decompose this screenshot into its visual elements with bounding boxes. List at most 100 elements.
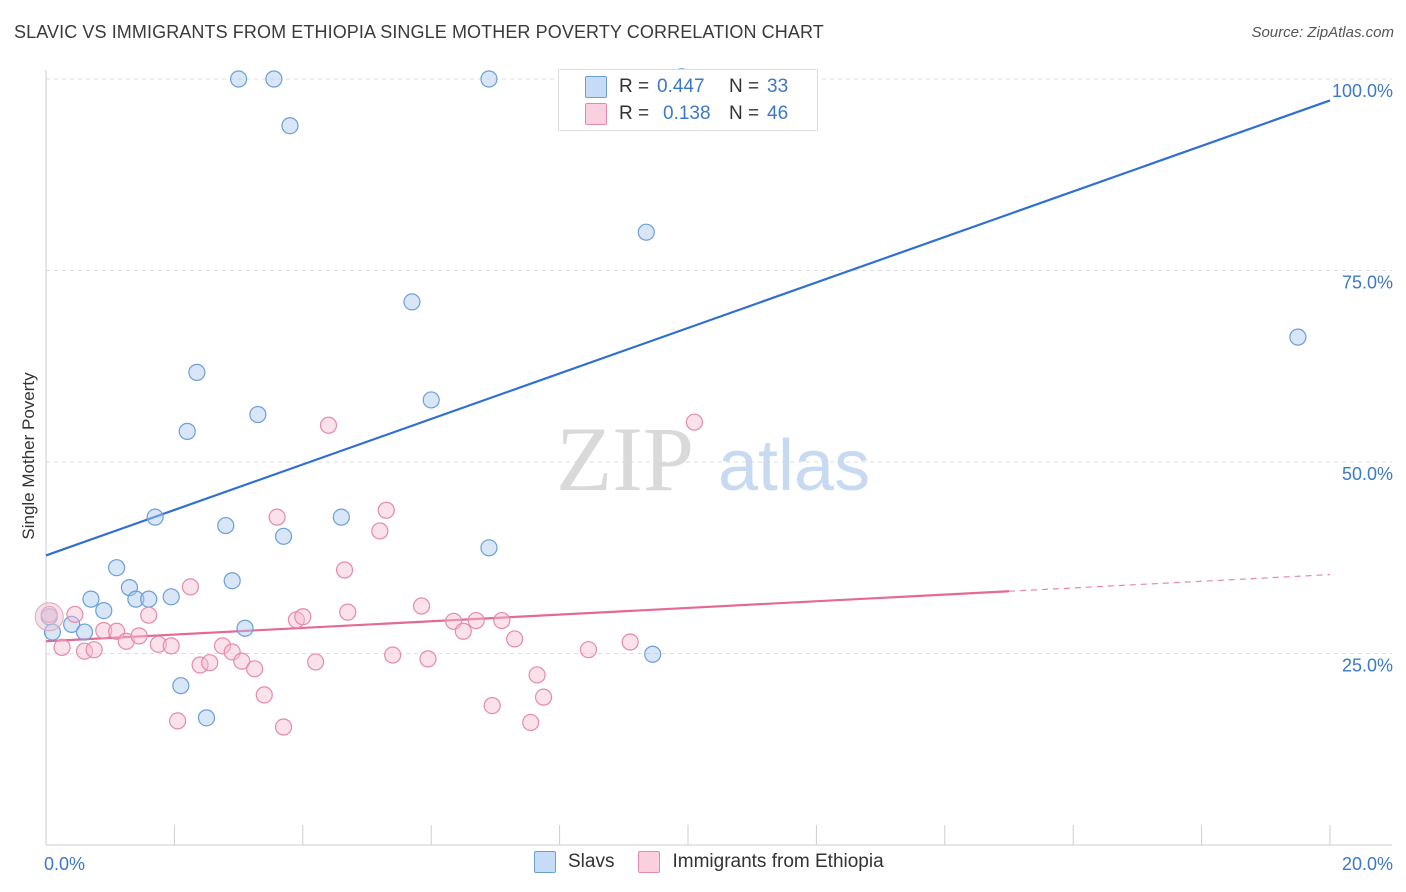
watermark-zip: ZIP	[556, 408, 694, 510]
slavs-point	[95, 602, 113, 620]
slavs-point	[644, 645, 662, 663]
slavs-point	[637, 223, 655, 241]
ethiopia-point	[255, 686, 273, 704]
stats-legend: R = 0.447 N = 33 R = 0.138 N = 46	[558, 69, 818, 131]
ethiopia-point	[412, 597, 431, 615]
data-points	[34, 68, 1307, 736]
bottom-legend-swatch-slavs	[534, 851, 556, 873]
ethiopia-point	[140, 606, 158, 624]
x-tick-label: 20.0%	[1342, 854, 1393, 874]
legend-r-value: 0.447	[657, 76, 705, 97]
slavs-point	[422, 391, 440, 409]
legend-row-slavs: R = 0.447 N = 33	[585, 74, 788, 100]
ethiopia-point	[377, 501, 395, 519]
ethiopia-point	[274, 718, 293, 736]
ethiopia-point	[85, 641, 103, 659]
slavs-point	[236, 619, 254, 637]
bottom-legend-slavs: Slavs	[534, 851, 614, 873]
ethiopia-point	[181, 578, 200, 596]
slavs-point	[162, 588, 180, 606]
ethiopia-point	[319, 416, 338, 434]
ethiopia-point	[66, 605, 84, 624]
ethiopia-point	[335, 561, 354, 579]
watermark-atlas: atlas	[718, 426, 870, 506]
slavs-point	[332, 508, 350, 526]
slavs-point	[127, 590, 145, 608]
legend-n-label: N =	[729, 76, 760, 97]
ethiopia-point	[419, 650, 437, 668]
y-tick-label: 75.0%	[1342, 273, 1393, 293]
bottom-legend-label-ethiopia: Immigrants from Ethiopia	[672, 851, 884, 872]
slavs-point	[480, 539, 498, 557]
legend-r-value: 0.138	[663, 103, 711, 124]
slavs-point	[281, 117, 299, 135]
slavs-point	[82, 590, 100, 608]
legend-row-ethiopia: R = 0.138 N = 46	[585, 101, 788, 127]
legend-n-label: N =	[729, 103, 760, 124]
ethiopia-point	[130, 627, 148, 645]
legend-r-label: R =	[619, 103, 650, 124]
ethiopia-point	[685, 413, 704, 431]
watermark: ZIP atlas	[556, 408, 870, 510]
gridlines	[46, 78, 1392, 654]
y-tick-label: 25.0%	[1342, 656, 1393, 676]
slavs-point	[140, 590, 158, 608]
ethiopia-point	[506, 630, 524, 648]
y-tick-label: 50.0%	[1342, 464, 1393, 484]
ethiopia-point	[233, 652, 251, 670]
ethiopia-point	[528, 666, 546, 684]
ethiopia-point	[483, 696, 501, 715]
ethiopia-point	[522, 713, 540, 732]
slavs-point	[217, 516, 235, 535]
slavs-point	[75, 623, 94, 641]
trend-lines	[45, 99, 1331, 643]
slavs-point	[188, 363, 206, 381]
slavs-point	[146, 508, 164, 526]
ethiopia-point	[339, 603, 357, 621]
ethiopia-point	[294, 608, 312, 626]
ethiopia-point	[384, 646, 402, 664]
ethiopia-trend-line-dashed	[1008, 574, 1331, 592]
ethiopia-point	[213, 637, 232, 655]
ethiopia-point	[493, 611, 511, 630]
bottom-legend-label-slavs: Slavs	[568, 851, 615, 872]
chart-source: Source: ZipAtlas.com	[1251, 24, 1394, 41]
slavs-point	[480, 70, 498, 88]
ethiopia-point	[268, 508, 286, 526]
slavs-point	[403, 293, 421, 311]
ethiopia-point	[117, 632, 135, 650]
ethiopia-point	[621, 633, 639, 651]
slavs-point	[172, 677, 190, 695]
bottom-legend: Slavs Immigrants from Ethiopia	[534, 851, 908, 873]
overlap-point	[34, 602, 64, 632]
ethiopia-point	[169, 712, 187, 730]
slavs-point	[197, 709, 216, 727]
ethiopia-point	[246, 660, 264, 678]
slavs-point	[63, 615, 81, 633]
ethiopia-point	[162, 637, 180, 655]
ethiopia-point	[201, 654, 219, 672]
chart-title: SLAVIC VS IMMIGRANTS FROM ETHIOPIA SINGL…	[14, 22, 824, 42]
axes	[45, 70, 1392, 846]
ethiopia-point	[371, 522, 389, 540]
slavs-point	[178, 422, 196, 440]
ethiopia-point	[467, 611, 485, 630]
ethiopia-point	[579, 641, 598, 659]
y-tick-label: 100.0%	[1332, 81, 1393, 101]
x-tick-label: 0.0%	[44, 854, 85, 874]
slavs-trend-line	[45, 99, 1331, 557]
ethiopia-point	[534, 688, 553, 706]
legend-n-value: 33	[767, 76, 789, 97]
slavs-point	[223, 572, 241, 590]
slavs-point	[1289, 328, 1307, 346]
ethiopia-point	[53, 638, 71, 656]
ethiopia-point	[307, 653, 325, 671]
slavs-point	[230, 70, 248, 88]
y-axis-title: Single Mother Poverty	[19, 372, 38, 540]
legend-swatch-slavs	[585, 76, 607, 98]
legend-r-label: R =	[619, 76, 650, 97]
slavs-point	[249, 405, 267, 424]
slavs-point	[274, 527, 293, 545]
ethiopia-point	[454, 622, 472, 640]
